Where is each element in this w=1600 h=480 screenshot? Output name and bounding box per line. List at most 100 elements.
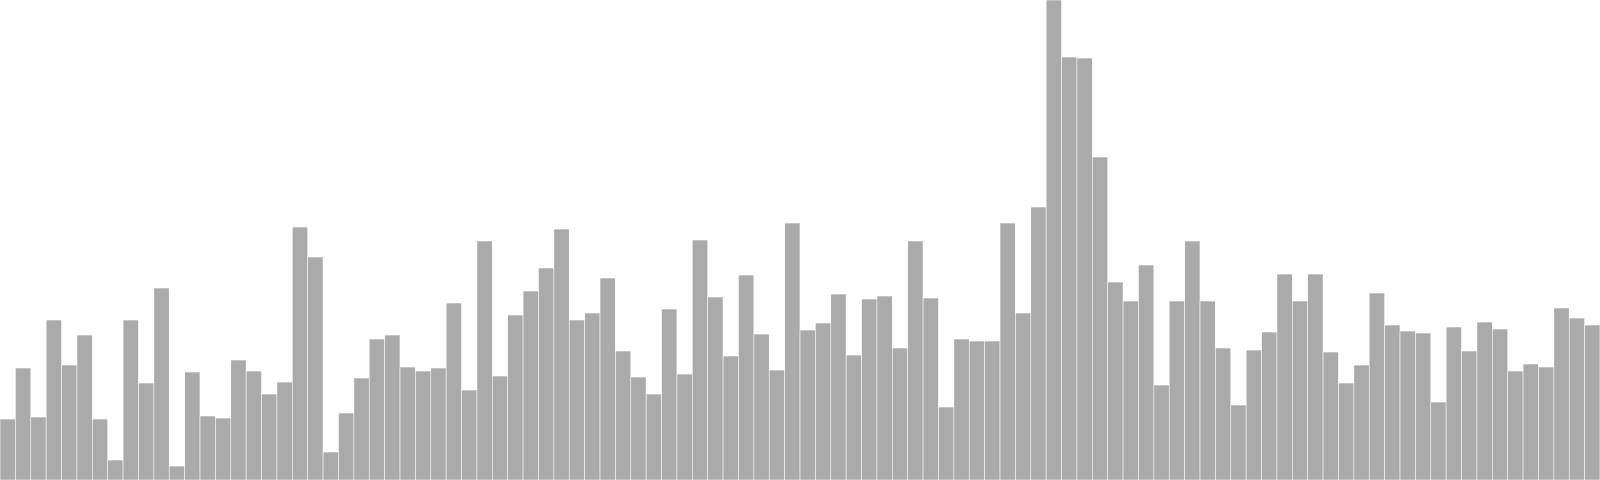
bar [599, 277, 616, 480]
bar [0, 418, 16, 480]
bar [322, 451, 339, 480]
bar [492, 375, 508, 480]
bar [784, 222, 801, 480]
bar [199, 415, 216, 480]
bar [907, 240, 924, 480]
bar [384, 334, 401, 480]
bar [1061, 56, 1078, 480]
bar [768, 369, 785, 480]
bar [568, 319, 585, 480]
bar [61, 364, 78, 480]
bar [1045, 0, 1062, 480]
bar [245, 370, 262, 480]
bar [722, 355, 739, 480]
bar [1015, 312, 1032, 480]
bar [168, 465, 185, 480]
bar [1584, 324, 1600, 480]
bar [922, 297, 939, 480]
bar [1245, 349, 1262, 480]
bar [461, 389, 478, 480]
bar [799, 329, 816, 480]
bar [615, 350, 632, 480]
bar [1076, 57, 1093, 480]
bar [522, 290, 539, 480]
bar [1399, 330, 1416, 480]
bar [445, 302, 462, 480]
bar [1522, 363, 1539, 480]
bar [1538, 366, 1555, 480]
bar [107, 459, 124, 480]
bar [1199, 300, 1216, 480]
bar [1384, 324, 1401, 480]
bar [1353, 364, 1370, 480]
bar [215, 417, 232, 480]
bar [861, 298, 878, 480]
bar [184, 371, 201, 480]
bar [984, 340, 1001, 480]
bar [76, 334, 93, 480]
bar [507, 314, 524, 480]
bar [1107, 281, 1124, 480]
bar [15, 367, 32, 480]
bar [815, 322, 832, 480]
bar [292, 226, 308, 480]
bar [368, 338, 385, 480]
bar [968, 340, 985, 480]
bar [1553, 307, 1570, 480]
bar [1461, 350, 1478, 480]
bar [845, 354, 862, 480]
bar [892, 347, 908, 480]
bar [1430, 401, 1447, 480]
bar [707, 296, 724, 480]
bar [645, 393, 662, 480]
bar [1092, 156, 1108, 480]
bar [45, 319, 62, 480]
bar [1292, 300, 1308, 480]
bar [1030, 206, 1047, 480]
bar [584, 312, 601, 480]
bar [738, 274, 755, 480]
bar [1138, 264, 1155, 480]
bar [307, 256, 324, 480]
bar [1445, 326, 1462, 480]
bar [1568, 317, 1585, 480]
bar [692, 239, 708, 480]
bar [338, 412, 355, 480]
bar [1507, 370, 1524, 480]
bar [261, 393, 278, 480]
bar [1338, 382, 1355, 480]
bar [1492, 328, 1508, 480]
bar [553, 228, 570, 480]
bar [138, 382, 155, 480]
bar [753, 333, 770, 480]
bar [999, 222, 1016, 480]
bar [1153, 384, 1170, 480]
bar [1276, 273, 1293, 480]
bar [1415, 332, 1432, 480]
bar [1215, 347, 1232, 480]
bar [1322, 351, 1339, 480]
bar [92, 418, 108, 480]
bar [230, 359, 247, 480]
bar [538, 267, 555, 480]
bar [30, 416, 47, 480]
bar [1230, 404, 1247, 480]
bar [415, 370, 432, 480]
bar [1184, 240, 1201, 480]
bar [630, 376, 647, 480]
bar [399, 366, 416, 480]
bar [353, 377, 370, 480]
bar [1307, 273, 1324, 480]
bar [661, 308, 678, 480]
bar [953, 338, 970, 480]
bar [276, 381, 293, 480]
bar [830, 293, 847, 480]
bar [676, 373, 693, 480]
bar [938, 406, 955, 480]
bar [1168, 300, 1185, 480]
bar [153, 287, 170, 480]
bar [1122, 300, 1139, 480]
bar [1476, 321, 1493, 480]
